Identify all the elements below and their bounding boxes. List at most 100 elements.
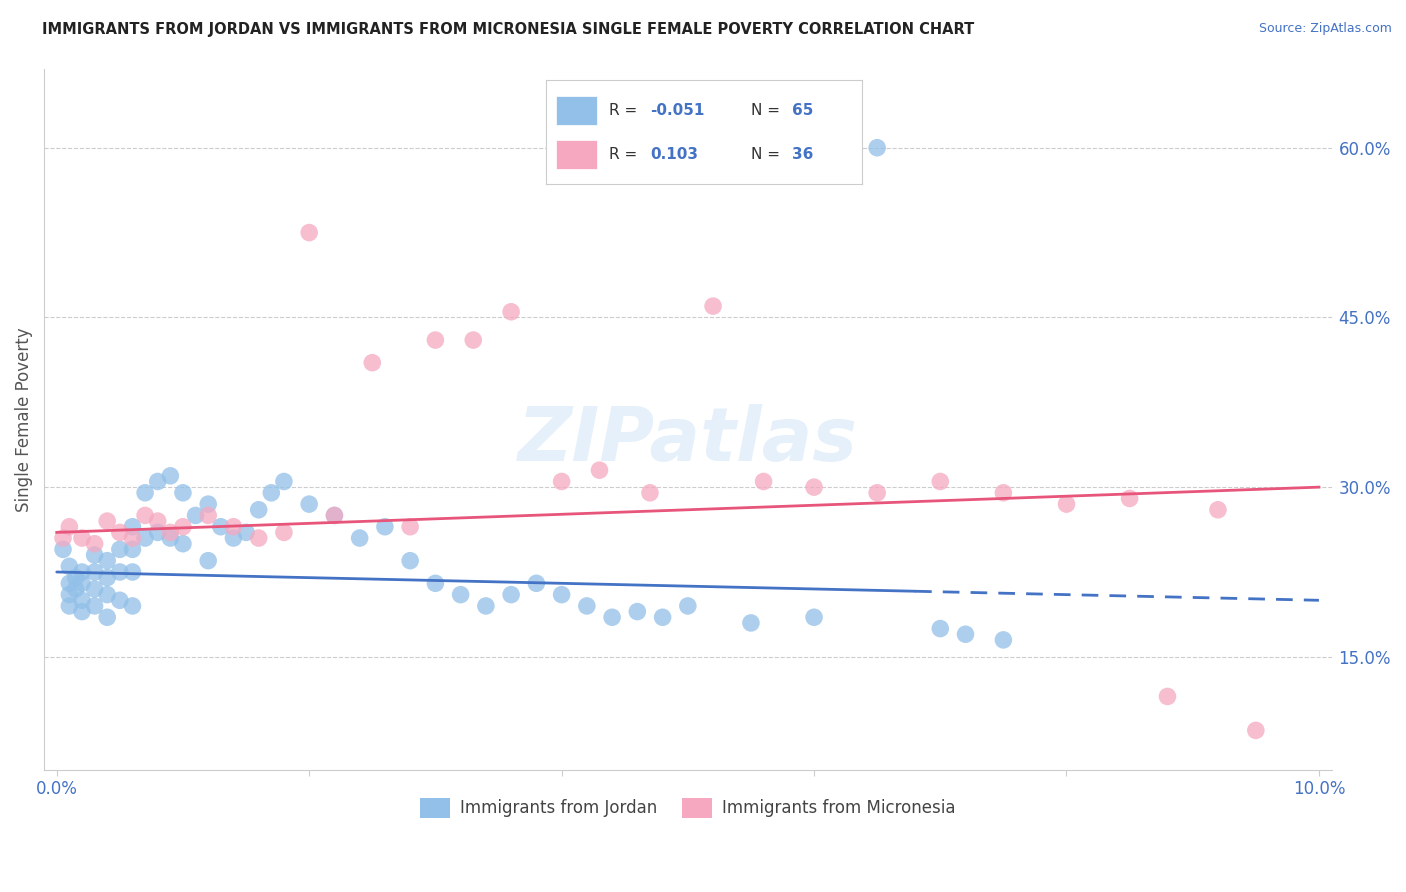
Point	[740, 615, 762, 630]
Point	[626, 605, 648, 619]
Point	[425, 333, 447, 347]
Legend: Immigrants from Jordan, Immigrants from Micronesia: Immigrants from Jordan, Immigrants from …	[413, 791, 962, 825]
Point	[159, 531, 181, 545]
Point	[108, 593, 131, 607]
Point	[58, 576, 80, 591]
Point	[651, 610, 673, 624]
Point	[83, 582, 105, 596]
Point	[58, 559, 80, 574]
Point	[96, 554, 118, 568]
Point	[1206, 502, 1229, 516]
Point	[247, 531, 270, 545]
Point	[197, 508, 219, 523]
Text: Source: ZipAtlas.com: Source: ZipAtlas.com	[1258, 22, 1392, 36]
Point	[676, 599, 699, 613]
Point	[146, 514, 169, 528]
Point	[172, 520, 194, 534]
Point	[374, 520, 396, 534]
Point	[70, 576, 93, 591]
Point	[70, 565, 93, 579]
Point	[1156, 690, 1178, 704]
Point	[501, 305, 523, 319]
Point	[108, 525, 131, 540]
Point	[866, 141, 889, 155]
Point	[247, 502, 270, 516]
Point	[96, 588, 118, 602]
Point	[273, 475, 295, 489]
Point	[65, 582, 87, 596]
Point	[929, 475, 952, 489]
Point	[121, 565, 143, 579]
Point	[866, 485, 889, 500]
Point	[108, 565, 131, 579]
Point	[83, 565, 105, 579]
Point	[146, 525, 169, 540]
Point	[70, 593, 93, 607]
Point	[172, 485, 194, 500]
Point	[121, 520, 143, 534]
Point	[475, 599, 498, 613]
Point	[134, 531, 156, 545]
Point	[955, 627, 977, 641]
Point	[588, 463, 610, 477]
Point	[803, 480, 825, 494]
Point	[501, 588, 523, 602]
Point	[209, 520, 232, 534]
Text: IMMIGRANTS FROM JORDAN VS IMMIGRANTS FROM MICRONESIA SINGLE FEMALE POVERTY CORRE: IMMIGRANTS FROM JORDAN VS IMMIGRANTS FRO…	[42, 22, 974, 37]
Point	[929, 622, 952, 636]
Point	[134, 508, 156, 523]
Point	[260, 485, 283, 500]
Point	[70, 605, 93, 619]
Point	[803, 610, 825, 624]
Point	[323, 508, 346, 523]
Point	[638, 485, 661, 500]
Point	[399, 554, 422, 568]
Point	[1118, 491, 1140, 506]
Point	[323, 508, 346, 523]
Point	[450, 588, 472, 602]
Point	[399, 520, 422, 534]
Point	[52, 531, 75, 545]
Point	[172, 537, 194, 551]
Point	[197, 497, 219, 511]
Point	[361, 356, 384, 370]
Point	[83, 548, 105, 562]
Point	[550, 588, 572, 602]
Point	[222, 520, 245, 534]
Point	[65, 571, 87, 585]
Point	[222, 531, 245, 545]
Point	[96, 610, 118, 624]
Point	[121, 599, 143, 613]
Point	[70, 531, 93, 545]
Point	[425, 576, 447, 591]
Point	[58, 520, 80, 534]
Point	[575, 599, 598, 613]
Point	[298, 497, 321, 511]
Point	[146, 475, 169, 489]
Point	[993, 485, 1015, 500]
Point	[121, 531, 143, 545]
Point	[235, 525, 257, 540]
Point	[197, 554, 219, 568]
Point	[121, 542, 143, 557]
Point	[349, 531, 371, 545]
Point	[159, 525, 181, 540]
Point	[752, 475, 775, 489]
Point	[108, 542, 131, 557]
Point	[134, 485, 156, 500]
Point	[52, 542, 75, 557]
Point	[96, 514, 118, 528]
Point	[1056, 497, 1078, 511]
Point	[550, 475, 572, 489]
Point	[273, 525, 295, 540]
Point	[83, 599, 105, 613]
Point	[58, 599, 80, 613]
Point	[993, 632, 1015, 647]
Point	[463, 333, 485, 347]
Point	[58, 588, 80, 602]
Point	[159, 468, 181, 483]
Point	[298, 226, 321, 240]
Point	[702, 299, 724, 313]
Text: ZIPatlas: ZIPatlas	[517, 404, 858, 477]
Point	[83, 537, 105, 551]
